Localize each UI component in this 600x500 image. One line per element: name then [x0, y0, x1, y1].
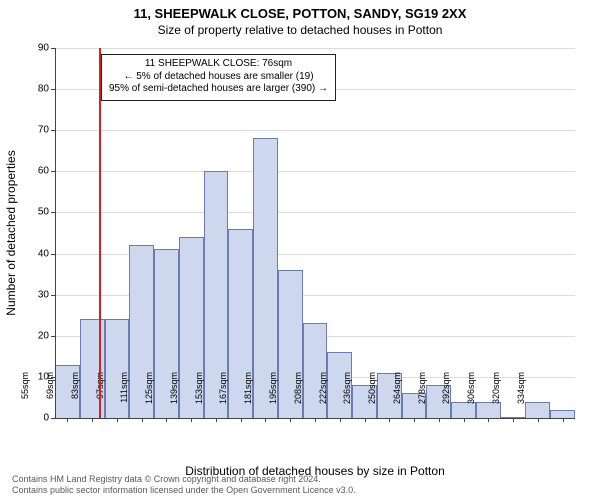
chart-container: 11, SHEEPWALK CLOSE, POTTON, SANDY, SG19… [0, 0, 600, 500]
x-tick-label: 139sqm [169, 372, 179, 422]
histogram-bar [525, 402, 550, 418]
chart-title-sub: Size of property relative to detached ho… [0, 21, 600, 37]
y-tick-label: 20 [27, 330, 49, 341]
x-tick-label: 208sqm [293, 372, 303, 422]
y-tick-label: 30 [27, 289, 49, 300]
y-tick-label: 70 [27, 125, 49, 136]
x-tick [315, 418, 316, 422]
annotation-line-1: 11 SHEEPWALK CLOSE: 76sqm [109, 58, 328, 71]
x-tick-label: 236sqm [342, 372, 352, 422]
x-tick-label: 167sqm [218, 372, 228, 422]
y-tick [51, 212, 55, 213]
y-axis-line [55, 48, 56, 418]
x-tick [67, 418, 68, 422]
y-tick [51, 336, 55, 337]
reference-marker-line [99, 48, 101, 418]
x-tick [414, 418, 415, 422]
x-tick [488, 418, 489, 422]
x-tick [142, 418, 143, 422]
y-tick-label: 80 [27, 84, 49, 95]
x-tick [191, 418, 192, 422]
y-tick [51, 89, 55, 90]
x-tick [464, 418, 465, 422]
x-tick [439, 418, 440, 422]
y-tick-label: 90 [27, 43, 49, 54]
attribution-line-1: Contains HM Land Registry data © Crown c… [12, 474, 356, 485]
x-tick-label: 250sqm [367, 372, 377, 422]
attribution-text: Contains HM Land Registry data © Crown c… [12, 474, 356, 496]
x-tick-label: 292sqm [441, 372, 451, 422]
y-tick-label: 60 [27, 166, 49, 177]
x-tick-label: 195sqm [268, 372, 278, 422]
x-tick-label: 83sqm [70, 372, 80, 422]
y-tick [51, 130, 55, 131]
x-tick [241, 418, 242, 422]
histogram-bars [55, 48, 575, 418]
x-tick-label: 181sqm [243, 372, 253, 422]
x-tick [365, 418, 366, 422]
x-tick [216, 418, 217, 422]
annotation-box: 11 SHEEPWALK CLOSE: 76sqm ← 5% of detach… [101, 54, 336, 101]
y-tick-label: 40 [27, 248, 49, 259]
x-tick-label: 55sqm [20, 372, 30, 422]
x-tick [538, 418, 539, 422]
y-tick-label: 50 [27, 207, 49, 218]
chart-title-main: 11, SHEEPWALK CLOSE, POTTON, SANDY, SG19… [0, 0, 600, 21]
x-tick-label: 278sqm [417, 372, 427, 422]
x-tick [563, 418, 564, 422]
x-tick [290, 418, 291, 422]
x-tick-label: 125sqm [144, 372, 154, 422]
x-tick-label: 111sqm [119, 372, 129, 422]
x-tick [92, 418, 93, 422]
y-tick [51, 295, 55, 296]
x-tick [166, 418, 167, 422]
x-tick [513, 418, 514, 422]
x-tick-label: 222sqm [318, 372, 328, 422]
x-tick-label: 264sqm [392, 372, 402, 422]
annotation-line-3: 95% of semi-detached houses are larger (… [109, 83, 328, 96]
y-tick [51, 171, 55, 172]
x-tick [265, 418, 266, 422]
annotation-line-2: ← 5% of detached houses are smaller (19) [109, 71, 328, 84]
histogram-bar [550, 410, 575, 418]
chart-plot-area: 0102030405060708090 55sqm69sqm83sqm97sqm… [55, 48, 575, 418]
x-tick-label: 153sqm [194, 372, 204, 422]
y-tick [51, 48, 55, 49]
x-tick-label: 306sqm [466, 372, 476, 422]
x-tick [117, 418, 118, 422]
x-tick-label: 69sqm [45, 372, 55, 422]
x-tick [340, 418, 341, 422]
x-tick [389, 418, 390, 422]
y-tick [51, 254, 55, 255]
x-tick-label: 320sqm [491, 372, 501, 422]
attribution-line-2: Contains public sector information licen… [12, 485, 356, 496]
x-tick-label: 334sqm [516, 372, 526, 422]
